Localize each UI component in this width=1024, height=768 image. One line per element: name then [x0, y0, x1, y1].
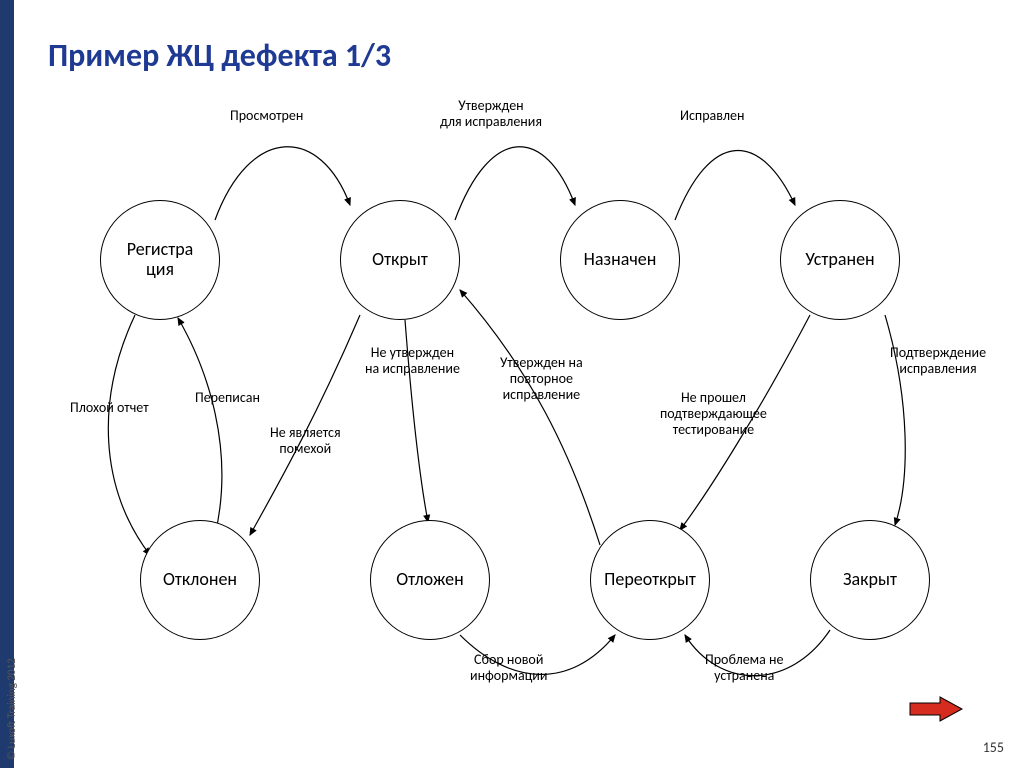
diagram-canvas: Регистра ция Открыт Назначен Устранен Отклон… — [40, 90, 1000, 690]
state-node-reg: Регистра ция — [100, 200, 220, 320]
slide-title: Пример ЖЦ дефекта 1/3 — [48, 36, 391, 75]
page-number: 155 — [983, 739, 1004, 756]
edge-label-e12: Проблема не устранена — [705, 652, 783, 684]
edge-label-e6: Не является помехой — [270, 425, 341, 457]
edge-label-e5: Переписан — [195, 390, 260, 406]
edge-label-e8: Утвержден на повторное исправление — [500, 355, 583, 403]
next-arrow-icon[interactable] — [908, 695, 964, 728]
edge-label-e1: Просмотрен — [230, 108, 303, 124]
edge-e5 — [178, 318, 222, 535]
state-node-assign: Назначен — [560, 200, 680, 320]
edge-label-e11: Сбор новой информации — [470, 652, 547, 684]
edge-label-e4: Плохой отчет — [70, 400, 149, 416]
state-node-reject: Отклонен — [140, 520, 260, 640]
state-node-open: Открыт — [340, 200, 460, 320]
edge-label-e10: Подтверждение исправления — [890, 345, 986, 377]
edge-e3 — [675, 150, 795, 220]
state-node-fixed: Устранен — [780, 200, 900, 320]
state-node-reopen: Переоткрыт — [590, 520, 710, 640]
edge-e2 — [455, 147, 575, 220]
edge-e1 — [215, 147, 350, 220]
edge-e4 — [108, 315, 150, 555]
edge-e8 — [460, 290, 600, 545]
edge-label-e7: Не утвержден на исправление — [365, 345, 460, 377]
edge-label-e9: Не прошел подтверждающее тестирование — [660, 390, 767, 438]
edge-label-e2: Утвержден для исправления — [440, 98, 542, 130]
edge-label-e3: Исправлен — [680, 108, 744, 124]
side-bar — [0, 0, 14, 768]
state-node-closed: Закрыт — [810, 520, 930, 640]
copyright-text: © Luxoft Training 2012 — [5, 658, 18, 760]
state-node-defer: Отложен — [370, 520, 490, 640]
